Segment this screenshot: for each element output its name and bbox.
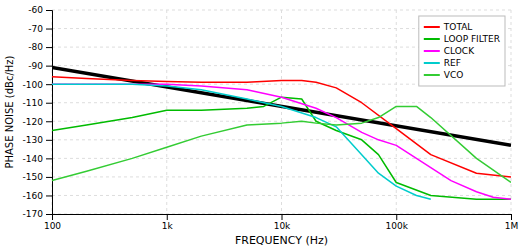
x-axis: 100 1k 10k 100k 1M <box>44 214 518 231</box>
tick-label: -130 <box>23 135 44 145</box>
tick-label: -100 <box>23 80 44 90</box>
grid-line <box>52 121 511 122</box>
tick-mark <box>46 158 52 159</box>
y-axis: -170 -160 -150 -140 -130 -120 -110 -100 -90 -80 -7… <box>23 5 53 219</box>
series-line <box>52 84 431 199</box>
tick-mark <box>396 214 397 220</box>
tick-label: 10k <box>274 221 291 231</box>
tick-label: -60 <box>28 5 43 15</box>
tick-label: -150 <box>23 172 44 182</box>
tick-mark <box>46 177 52 178</box>
axis-line <box>53 215 512 221</box>
tick-mark <box>46 214 52 215</box>
tick: 1M <box>505 214 519 231</box>
tick: -110 <box>23 98 52 108</box>
tick: -130 <box>23 135 52 145</box>
legend-swatch <box>424 26 440 28</box>
tick-mark <box>46 47 52 48</box>
tick: 10k <box>274 214 291 231</box>
legend-swatch <box>424 62 440 64</box>
axis-line <box>46 11 53 215</box>
tick: -80 <box>28 42 52 52</box>
tick-mark <box>46 140 52 141</box>
grid-line <box>511 10 512 214</box>
tick: -70 <box>28 24 52 34</box>
tick-label: -160 <box>23 191 44 201</box>
grid-line <box>52 10 511 11</box>
grid-line <box>52 139 511 140</box>
tick: -140 <box>23 154 52 164</box>
tick-label: -70 <box>28 24 43 34</box>
legend-label: LOOP FILTER <box>444 34 500 44</box>
series-line <box>52 84 511 199</box>
chart: 1001k10k100k1M-170-160-150-140-130-120-1… <box>0 0 525 250</box>
grid-line <box>166 10 167 214</box>
tick-label: -120 <box>23 117 44 127</box>
tick: -60 <box>28 5 52 15</box>
tick-mark <box>46 103 52 104</box>
plot: 1001k10k100k1M-170-160-150-140-130-120-1… <box>23 5 519 231</box>
tick-mark <box>46 29 52 30</box>
grid-line <box>52 176 511 177</box>
tick: 1k <box>162 214 174 231</box>
grid-line <box>52 102 511 103</box>
tick-label: -80 <box>28 42 43 52</box>
tick: -160 <box>23 191 52 201</box>
legend-swatch <box>424 50 440 52</box>
tick: -100 <box>23 80 52 90</box>
series-line <box>52 106 511 182</box>
tick-mark <box>46 121 52 122</box>
tick-mark <box>46 66 52 67</box>
tick-mark <box>46 10 52 11</box>
tick: 100k <box>386 214 409 231</box>
tick-label: 1k <box>162 221 174 231</box>
tick-mark <box>46 195 52 196</box>
tick: 100 <box>44 214 61 231</box>
tick-mark <box>167 214 168 220</box>
series-line <box>52 97 511 199</box>
tick: -120 <box>23 117 52 127</box>
legend-label: CLOCK <box>444 46 475 56</box>
tick-label: -90 <box>28 61 43 71</box>
tick: -170 <box>23 209 52 219</box>
legend: TOTAL LOOP FILTER CLOCK REF VCO <box>419 16 505 86</box>
tick-label: -170 <box>23 209 44 219</box>
tick-label: -110 <box>23 98 44 108</box>
grid-line <box>281 10 282 214</box>
legend-label: REF <box>444 58 461 68</box>
lines <box>52 67 511 199</box>
y-axis-title: PHASE NOISE (dBc/Hz) <box>4 55 15 168</box>
tick: -90 <box>28 61 52 71</box>
grid <box>52 10 511 214</box>
legend-label: TOTAL <box>443 22 473 32</box>
tick-label: -140 <box>23 154 44 164</box>
tick-mark <box>46 84 52 85</box>
x-axis-title: FREQUENCY (Hz) <box>235 234 328 247</box>
legend-swatch <box>424 74 440 76</box>
legend-swatch <box>424 38 440 40</box>
tick-label: 100k <box>386 221 409 231</box>
tick: -150 <box>23 172 52 182</box>
tick-label: 1M <box>505 221 519 231</box>
legend-box <box>419 16 505 86</box>
tick-label: 100 <box>44 221 61 231</box>
legend-label: VCO <box>444 70 464 80</box>
tick-mark <box>282 214 283 220</box>
tick-mark <box>511 214 512 220</box>
